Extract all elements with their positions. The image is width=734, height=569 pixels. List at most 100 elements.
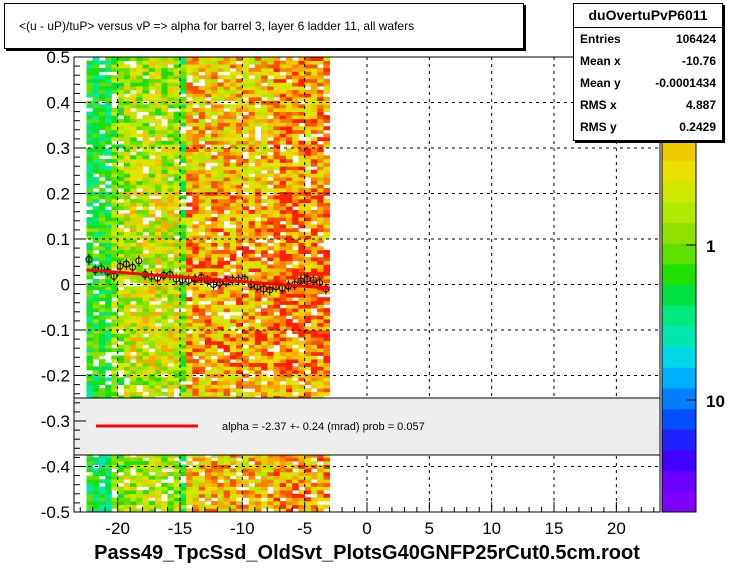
heatmap-cell: [167, 188, 175, 192]
heatmap-cell: [286, 297, 293, 302]
heatmap-cell: [111, 282, 118, 287]
heatmap-cell: [142, 300, 150, 305]
heatmap-cell: [142, 173, 150, 178]
heatmap-cell: [123, 457, 131, 462]
heatmap-cell: [142, 504, 150, 509]
heatmap-cell: [167, 86, 175, 91]
heatmap-cell: [254, 82, 262, 87]
heatmap-cell: [261, 57, 268, 61]
heatmap-cell: [323, 140, 330, 145]
heatmap-cell: [217, 260, 224, 265]
heatmap-cell: [86, 340, 94, 345]
heatmap-cell: [86, 129, 94, 134]
heatmap-cell: [254, 249, 262, 254]
heatmap-cell: [323, 133, 330, 138]
heatmap-cell: [242, 126, 249, 131]
heatmap-cell: [173, 86, 181, 91]
heatmap-cell: [229, 129, 237, 134]
heatmap-cell: [242, 57, 249, 61]
heatmap-cell: [186, 246, 193, 251]
heatmap-cell: [298, 231, 305, 236]
heatmap-cell: [273, 366, 281, 371]
heatmap-cell: [180, 355, 187, 360]
heatmap-cell: [136, 104, 143, 109]
heatmap-cell: [111, 293, 118, 298]
heatmap-cell: [86, 231, 94, 236]
heatmap-cell: [254, 93, 262, 98]
heatmap-cell: [173, 191, 181, 196]
heatmap-cell: [192, 300, 199, 305]
heatmap-cell: [317, 475, 324, 480]
heatmap-cell: [155, 184, 162, 189]
heatmap-cell: [92, 206, 100, 211]
heatmap-cell: [86, 366, 94, 371]
heatmap-cell: [310, 381, 318, 385]
heatmap-cell: [130, 286, 137, 291]
heatmap-cell: [161, 166, 168, 171]
heatmap-cell: [155, 359, 162, 364]
heatmap-cell: [273, 220, 281, 225]
heatmap-cell: [261, 504, 268, 509]
heatmap-cell: [223, 64, 231, 69]
heatmap-cell: [161, 89, 168, 94]
heatmap-cell: [310, 348, 318, 353]
fit-legend-box: alpha = -2.37 +- 0.24 (mrad) prob = 0.05…: [73, 397, 661, 456]
heatmap-cell: [286, 340, 293, 345]
heatmap-cell: [204, 217, 212, 222]
heatmap-cell: [167, 217, 175, 222]
heatmap-cell: [323, 479, 330, 484]
heatmap-cell: [167, 337, 175, 342]
heatmap-cell: [242, 177, 249, 182]
heatmap-cell: [317, 89, 324, 94]
heatmap-cell: [198, 169, 206, 174]
heatmap-cell: [286, 129, 293, 134]
heatmap-cell: [254, 290, 262, 294]
heatmap-cell: [173, 60, 181, 65]
heatmap-cell: [298, 173, 305, 178]
heatmap-cell: [161, 348, 168, 353]
heatmap-cell: [229, 64, 237, 69]
heatmap-cell: [217, 242, 224, 247]
heatmap-cell: [92, 264, 100, 269]
heatmap-cell: [217, 195, 224, 200]
heatmap-cell: [223, 82, 231, 87]
heatmap-cell: [298, 391, 305, 396]
heatmap-cell: [292, 169, 299, 174]
heatmap-cell: [286, 319, 293, 324]
heatmap-cell: [123, 330, 131, 334]
heatmap-cell: [267, 97, 274, 101]
heatmap-cell: [148, 57, 156, 61]
heatmap-cell: [86, 359, 94, 364]
heatmap-cell: [123, 220, 131, 225]
heatmap-cell: [136, 180, 143, 185]
heatmap-cell: [217, 188, 224, 192]
heatmap-cell: [204, 344, 212, 349]
heatmap-cell: [136, 264, 143, 269]
heatmap-cell: [261, 177, 268, 182]
heatmap-cell: [298, 144, 305, 149]
heatmap-cell: [130, 133, 137, 138]
heatmap-cell: [236, 348, 243, 353]
heatmap-cell: [310, 355, 318, 360]
heatmap-cell: [223, 111, 231, 116]
heatmap-cell: [198, 97, 206, 101]
heatmap-cell: [192, 493, 199, 498]
heatmap-cell: [211, 148, 218, 152]
heatmap-cell: [180, 497, 187, 502]
heatmap-cell: [92, 351, 100, 356]
heatmap-cell: [223, 362, 231, 367]
heatmap-cell: [86, 199, 94, 203]
heatmap-cell: [229, 104, 237, 109]
heatmap-cell: [148, 333, 156, 338]
heatmap-cell: [273, 213, 281, 218]
heatmap-cell: [304, 126, 312, 131]
heatmap-cell: [186, 209, 193, 214]
heatmap-cell: [248, 493, 256, 498]
heatmap-cell: [148, 173, 156, 178]
heatmap-cell: [98, 60, 106, 65]
heatmap-cell: [254, 202, 262, 207]
heatmap-cell: [161, 82, 168, 87]
heatmap-cell: [217, 115, 224, 120]
heatmap-cell: [155, 67, 162, 72]
heatmap-cell: [304, 482, 312, 487]
